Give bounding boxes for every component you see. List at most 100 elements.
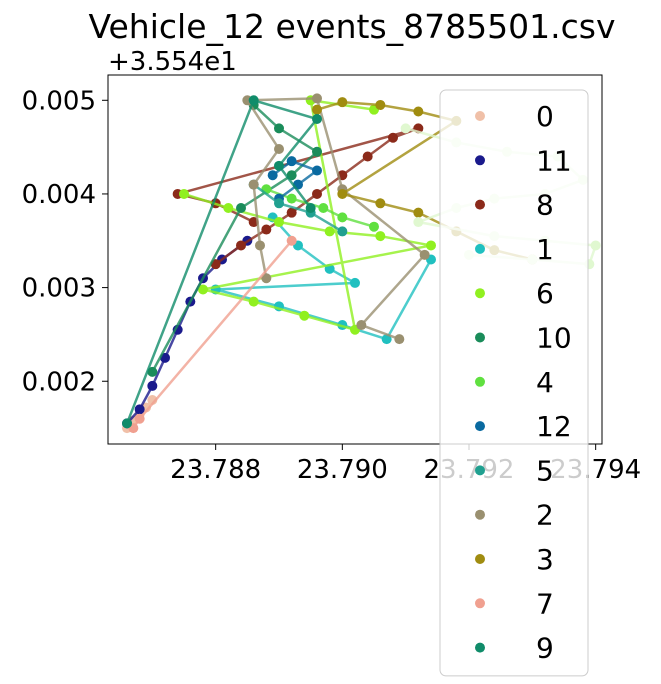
data-point [426,240,436,251]
data-point [299,310,310,321]
series-7 [128,235,297,434]
legend-label: 4 [536,366,554,399]
legend-label: 10 [536,322,572,355]
data-point [337,226,348,237]
data-point [179,188,189,199]
legend-label: 6 [536,277,554,310]
data-point [274,198,284,209]
data-point [198,284,208,295]
legend-marker [475,243,485,254]
data-point [394,334,405,345]
y-tick-label: 0.002 [22,367,96,397]
data-point [248,296,259,307]
legend-marker [475,376,485,387]
data-point [362,151,373,162]
legend-label: 3 [536,543,554,576]
legend-marker [475,598,485,609]
data-point [375,231,386,242]
data-point [337,97,348,108]
legend-marker [475,288,485,299]
legend-marker [475,155,485,166]
series-9 [122,95,322,429]
data-point [590,240,601,251]
data-point [312,146,322,157]
data-point [337,212,348,223]
data-point [286,193,297,204]
data-point [413,106,424,117]
axes-frame [107,74,603,445]
data-point [286,235,297,246]
data-point [388,132,398,143]
data-point [312,104,322,115]
series-line [183,98,432,332]
legend-label: 12 [536,410,572,443]
legend-label: 9 [536,632,554,665]
series-6 [179,95,436,335]
chart-title: Vehicle_12 events_8785501.csv [88,7,615,46]
series-line [252,183,343,233]
legend-label: 11 [536,144,572,177]
x-tick-label: 23.788 [170,455,261,485]
legend-marker [475,465,485,476]
data-point [261,273,272,284]
data-point [375,99,386,110]
data-point [419,249,430,260]
x-tick-label: 23.790 [297,455,388,485]
legend-label: 8 [536,189,554,222]
data-point [312,188,322,199]
legend-marker [475,199,485,210]
series-12 [267,156,322,204]
y-tick-label: 0.004 [22,180,96,210]
data-point [223,202,234,213]
data-point [147,366,158,377]
legend-marker [475,554,485,564]
data-point [261,224,272,235]
data-point [312,165,322,176]
data-point [274,217,284,228]
data-point [236,240,246,251]
data-point [267,170,278,181]
legend-marker [475,111,485,121]
data-point [236,202,246,213]
data-point [147,380,158,391]
data-point [413,217,424,228]
series-11 [122,235,253,429]
legend-label: 5 [536,454,554,487]
data-point [312,93,322,104]
data-point [312,114,322,125]
legend-marker [475,642,485,653]
y-tick-label: 0.003 [22,274,96,304]
data-point [274,160,284,171]
legend-box [439,89,589,677]
data-point [274,143,284,154]
data-point [122,418,132,429]
data-point [248,179,259,190]
data-point [274,123,284,134]
data-point [413,207,424,218]
legend-marker [475,332,485,343]
legend-label: 7 [536,587,554,620]
data-point [350,277,360,288]
series-line [151,104,320,373]
y-offset-label: +3.554e1 [108,47,237,77]
data-point [369,221,379,232]
legend-label: 0 [536,100,554,133]
legend-label: 1 [536,233,554,266]
data-point [286,207,297,218]
legend-marker [475,421,485,432]
legend-marker [475,509,485,520]
series-line [245,97,427,341]
data-point [248,95,259,106]
y-tick-label: 0.005 [22,86,96,116]
data-point [134,413,145,424]
data-point [286,156,297,167]
data-point [324,226,335,237]
data-point [337,188,348,199]
data-point [356,320,367,331]
data-point [318,202,329,213]
data-point [400,123,411,134]
data-point [375,198,386,209]
data-point [305,202,316,213]
